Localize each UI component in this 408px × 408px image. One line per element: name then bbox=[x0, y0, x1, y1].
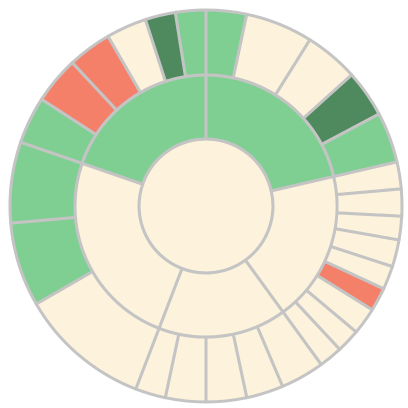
group-segment bbox=[80, 73, 208, 187]
group-segment bbox=[204, 73, 336, 193]
group-segment bbox=[73, 161, 184, 331]
group-segment bbox=[243, 174, 339, 315]
